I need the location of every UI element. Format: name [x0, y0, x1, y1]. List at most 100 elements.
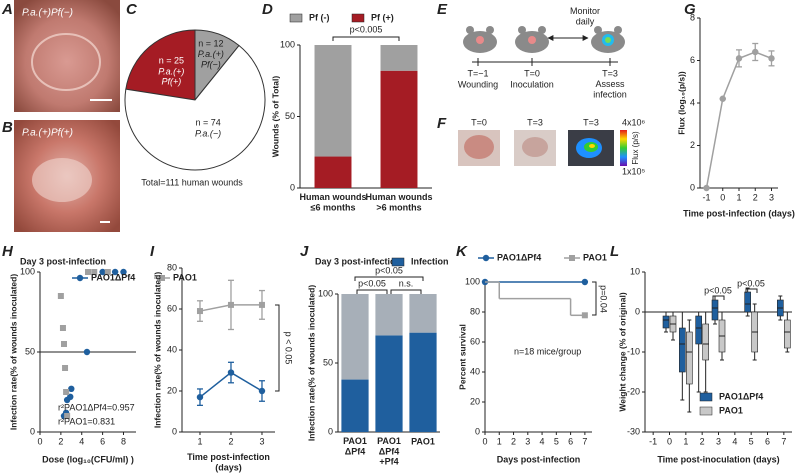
marker	[735, 55, 743, 62]
slice-label: P.a.(−)	[195, 128, 221, 138]
x-tick-label: 1	[197, 436, 202, 446]
pie-slice	[124, 44, 266, 171]
x-tick-label: 2	[228, 436, 233, 446]
legend-swatch	[699, 392, 713, 402]
panel-letter: K	[456, 243, 468, 260]
y-tick-label: 100	[318, 288, 333, 298]
legend-label: PAO1ΔPf4	[91, 272, 135, 282]
chart-title: Day 3 post-infection	[20, 256, 106, 266]
bracket	[592, 281, 597, 316]
bracket	[390, 289, 422, 294]
bar-segment	[341, 379, 369, 432]
bracket	[712, 295, 725, 300]
colorbar-max: 4x10⁶	[622, 117, 646, 127]
step-time: T=−1	[467, 68, 488, 78]
bar-segment	[341, 294, 369, 380]
bar-segment	[314, 45, 352, 157]
marker	[196, 393, 204, 401]
bracket	[745, 288, 758, 293]
pie-note: Total=111 human wounds	[141, 177, 243, 187]
colorbar-label: Flux (p/s)	[631, 131, 640, 165]
category-label: PAO1 ΔPf4	[343, 436, 367, 456]
legend-swatch	[699, 406, 713, 416]
x-tick-label: 5	[749, 436, 754, 446]
panel-letter: I	[150, 243, 155, 260]
legend-label: PAO1ΔPf4	[497, 252, 541, 262]
photo-label: P.a.(+)Pf(−)	[22, 8, 73, 19]
y-tick-label: 0	[30, 426, 35, 436]
y-tick-label: 100	[20, 266, 35, 276]
step-event: Inoculation	[510, 79, 554, 89]
x-tick-label: 1	[497, 436, 502, 446]
y-tick-label: 20	[470, 396, 480, 406]
y-tick-label: 8	[690, 12, 695, 22]
panel-letter: J	[300, 243, 309, 260]
x-tick-label: 6	[568, 436, 573, 446]
y-axis-label: Infection rate(% of wounds inoculated)	[306, 285, 316, 441]
legend-swatch	[351, 13, 365, 23]
data-line	[705, 51, 772, 189]
wound-edge	[31, 33, 101, 91]
annotation: n=18 mice/group	[514, 346, 581, 356]
marker	[61, 341, 67, 347]
legend-label: Infection	[411, 256, 449, 266]
x-tick-label: 3	[525, 436, 530, 446]
monitor-note: Monitor daily	[570, 6, 600, 26]
bar-segment	[380, 70, 418, 188]
category-label: Human wounds >6 months	[366, 192, 433, 212]
step-time: T=0	[524, 68, 540, 78]
x-tick-label: 7	[582, 436, 587, 446]
marker	[63, 389, 70, 395]
x-tick-label: 4	[732, 436, 737, 446]
bracket	[354, 276, 424, 281]
y-tick-label: 40	[167, 344, 177, 354]
panel-e: E Monitor daily T=−1 Wounding T=0 Inocula…	[437, 1, 627, 100]
bar-segment	[409, 332, 437, 432]
y-tick-label: 50	[323, 357, 333, 367]
step-time: T=3	[602, 68, 618, 78]
step-event: Assess infection	[593, 79, 627, 99]
chart-title: Day 3 post-infection	[315, 256, 401, 266]
mouse	[463, 26, 497, 53]
marker	[752, 48, 759, 56]
x-axis-label: Time post-inoculation (days)	[657, 454, 779, 464]
y-axis-label: Percent survival	[457, 324, 467, 390]
x-tick-label: 4	[79, 436, 84, 446]
annotation: p<0.005	[350, 24, 383, 34]
x-tick-label: 1	[736, 192, 741, 202]
box	[695, 315, 702, 345]
x-tick-label: 3	[716, 436, 721, 446]
y-axis-label: Weight change (% of original)	[617, 292, 627, 411]
x-tick-label: 6	[100, 436, 105, 446]
bracket	[332, 36, 400, 41]
category-label: Human wounds ≤6 months	[300, 192, 367, 212]
y-tick-label: 0	[290, 182, 295, 192]
y-tick-label: 0	[475, 426, 480, 436]
bar-segment	[409, 294, 437, 333]
panel-letter: L	[610, 243, 619, 260]
panel-letter: B	[2, 119, 13, 136]
legend-marker	[159, 275, 165, 281]
legend-label: Pf (-)	[309, 12, 330, 22]
marker	[85, 269, 91, 275]
y-tick-label: 10	[630, 266, 640, 276]
marker	[83, 348, 91, 356]
panel-a: A P.a.(+)Pf(−)	[1, 0, 120, 112]
marker	[227, 369, 235, 376]
image-label: T=3	[527, 117, 543, 127]
bar-segment	[375, 294, 403, 336]
annotation: p=0.04	[599, 285, 609, 313]
y-tick-label: 0	[690, 182, 695, 192]
marker	[719, 95, 726, 102]
marker	[91, 269, 98, 275]
x-tick-label: 7	[781, 436, 786, 446]
x-tick-label: 0	[37, 436, 42, 446]
bracket	[275, 304, 280, 392]
marker	[64, 413, 71, 419]
x-axis-label: Time post-infection (days)	[187, 452, 270, 472]
x-tick-label: 1	[683, 436, 688, 446]
slice-label: P.a.(+) Pf(−)	[198, 49, 224, 69]
legend-label: PAO1	[583, 252, 607, 262]
marker	[227, 301, 234, 308]
